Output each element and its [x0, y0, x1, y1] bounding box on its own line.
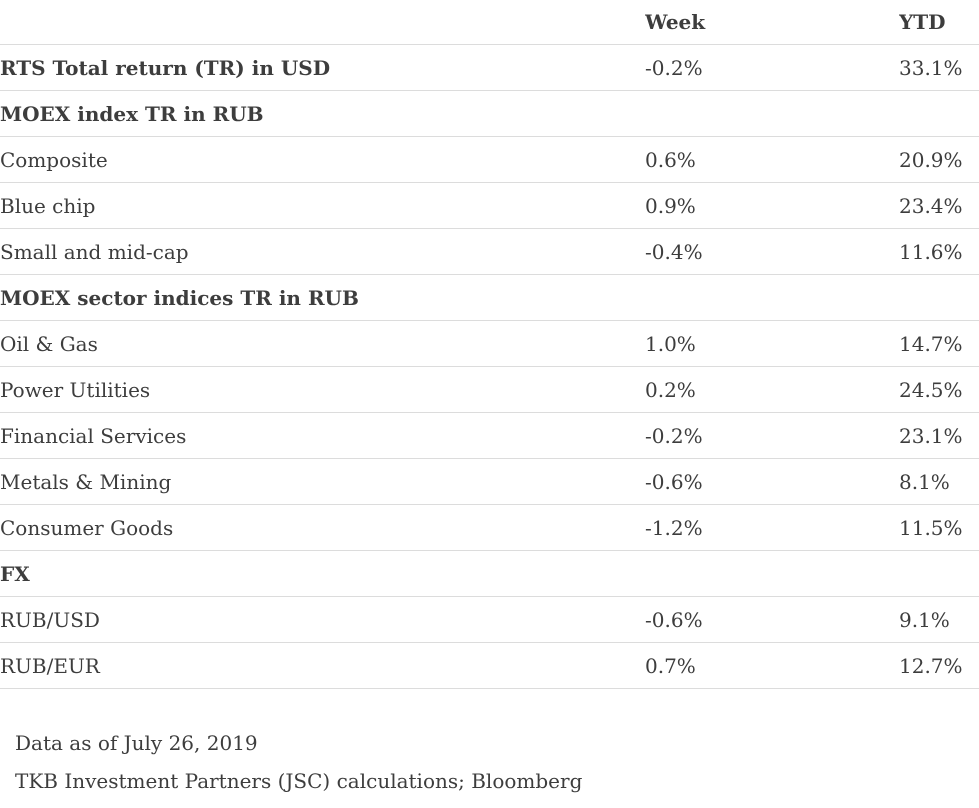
row-label: RUB/USD	[0, 596, 645, 643]
table-row: Oil & Gas 1.0% 14.7%	[0, 320, 979, 367]
week-value: -0.2%	[645, 44, 899, 91]
week-column-header: Week	[645, 0, 899, 45]
ytd-value: 12.7%	[899, 642, 979, 689]
row-label: Metals & Mining	[0, 458, 645, 505]
row-label: Financial Services	[0, 412, 645, 459]
source-attribution-note: TKB Investment Partners (JSC) calculatio…	[15, 769, 583, 793]
table-header-row: Week YTD	[0, 0, 979, 45]
week-value: 1.0%	[645, 320, 899, 367]
week-value: 0.2%	[645, 366, 899, 413]
row-label: MOEX index TR in RUB	[0, 90, 645, 137]
row-label: Consumer Goods	[0, 504, 645, 551]
row-label: Oil & Gas	[0, 320, 645, 367]
table-body: RTS Total return (TR) in USD -0.2% 33.1% MO…	[0, 44, 979, 689]
label-column-header	[0, 0, 645, 45]
table-row: Composite 0.6% 20.9%	[0, 136, 979, 183]
row-label: Small and mid-cap	[0, 228, 645, 275]
row-label: Blue chip	[0, 182, 645, 229]
row-label: Power Utilities	[0, 366, 645, 413]
section-header-row: MOEX index TR in RUB	[0, 90, 979, 137]
week-value	[645, 90, 899, 137]
section-header-row: MOEX sector indices TR in RUB	[0, 274, 979, 321]
ytd-value: 11.5%	[899, 504, 979, 551]
source-notes: Data as of July 26, 2019 TKB Investment …	[15, 732, 979, 792]
ytd-column-header: YTD	[899, 0, 979, 45]
ytd-value: 23.4%	[899, 182, 979, 229]
ytd-value: 20.9%	[899, 136, 979, 183]
ytd-value: 33.1%	[899, 44, 979, 91]
table-row: Metals & Mining -0.6% 8.1%	[0, 458, 979, 505]
returns-table: Week YTD RTS Total return (TR) in USD -0.…	[0, 0, 979, 689]
ytd-value: 8.1%	[899, 458, 979, 505]
week-value: 0.7%	[645, 642, 899, 689]
row-label: RUB/EUR	[0, 642, 645, 689]
ytd-value: 14.7%	[899, 320, 979, 367]
table-row: Consumer Goods -1.2% 11.5%	[0, 504, 979, 551]
row-label: RTS Total return (TR) in USD	[0, 44, 645, 91]
week-value: -0.2%	[645, 412, 899, 459]
row-label: FX	[0, 550, 645, 597]
week-value: 0.9%	[645, 182, 899, 229]
ytd-value	[899, 90, 979, 137]
ytd-value: 24.5%	[899, 366, 979, 413]
week-value: -0.6%	[645, 458, 899, 505]
week-value: -1.2%	[645, 504, 899, 551]
table-row: Small and mid-cap -0.4% 11.6%	[0, 228, 979, 275]
week-value: 0.6%	[645, 136, 899, 183]
ytd-value	[899, 550, 979, 597]
table-row: RUB/USD -0.6% 9.1%	[0, 596, 979, 643]
row-label: Composite	[0, 136, 645, 183]
week-value: -0.4%	[645, 228, 899, 275]
week-value	[645, 274, 899, 321]
ytd-value: 9.1%	[899, 596, 979, 643]
table-row: Financial Services -0.2% 23.1%	[0, 412, 979, 459]
data-as-of-note: Data as of July 26, 2019	[15, 731, 258, 755]
table-row: RUB/EUR 0.7% 12.7%	[0, 642, 979, 689]
table-row: Blue chip 0.9% 23.4%	[0, 182, 979, 229]
ytd-value: 11.6%	[899, 228, 979, 275]
row-label: MOEX sector indices TR in RUB	[0, 274, 645, 321]
table-row: Power Utilities 0.2% 24.5%	[0, 366, 979, 413]
table-row: RTS Total return (TR) in USD -0.2% 33.1%	[0, 44, 979, 91]
ytd-value	[899, 274, 979, 321]
week-value: -0.6%	[645, 596, 899, 643]
ytd-value: 23.1%	[899, 412, 979, 459]
section-header-row: FX	[0, 550, 979, 597]
week-value	[645, 550, 899, 597]
